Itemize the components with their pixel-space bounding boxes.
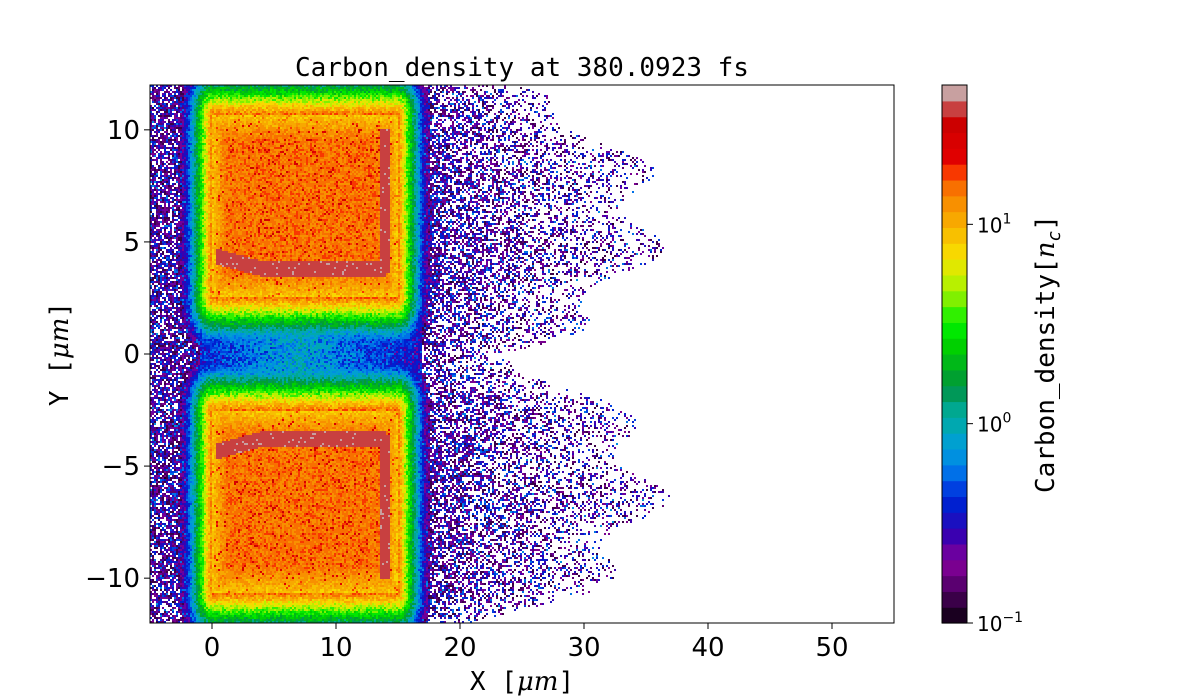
- colorbar-segment: [942, 164, 967, 181]
- x-axis-label: X [μm]: [470, 667, 574, 697]
- colorbar-segment: [942, 354, 967, 371]
- y-axis: −10 −5 0 5 10: [85, 116, 150, 594]
- colorbar-segment: [942, 100, 967, 118]
- colorbar-segment: [942, 417, 967, 434]
- colorbar-segment: [942, 480, 967, 498]
- colorbar-segment: [942, 401, 967, 418]
- chart-title: Carbon_density at 380.0923 fs: [295, 53, 749, 83]
- x-tick-label: 30: [567, 633, 600, 663]
- colorbar-tick-label: 100: [977, 411, 1011, 437]
- density-map: [150, 85, 894, 623]
- colorbar-tick-label: 101: [977, 211, 1011, 237]
- colorbar: 10−1 100 101: [941, 84, 1023, 636]
- colorbar-segment: [942, 385, 967, 403]
- colorbar-tick-label: 10−1: [977, 610, 1023, 636]
- colorbar-segment: [942, 274, 967, 292]
- colorbar-label: Carbon_density[nc]: [1031, 215, 1065, 493]
- colorbar-segment: [942, 290, 967, 308]
- colorbar-frame: [941, 84, 968, 624]
- y-tick-label: −10: [85, 564, 140, 594]
- y-tick-label: −5: [102, 452, 140, 482]
- colorbar-segment: [942, 496, 967, 513]
- y-tick-label: 0: [123, 340, 140, 370]
- colorbar-segment: [942, 512, 967, 529]
- x-axis: 0 10 20 30 40 50: [204, 623, 849, 663]
- colorbar-segment: [942, 211, 967, 229]
- plot-area: [149, 84, 895, 624]
- x-tick-label: 0: [204, 633, 221, 663]
- colorbar-segment: [942, 243, 967, 260]
- colorbar-segment: [942, 591, 967, 608]
- colorbar-segment: [942, 148, 967, 165]
- colorbar-segment: [942, 607, 967, 624]
- y-axis-label: Y [μm]: [45, 302, 75, 406]
- density-image: [150, 85, 894, 623]
- colorbar-segment: [942, 559, 967, 577]
- colorbar-segment: [942, 116, 967, 134]
- colorbar-segment: [942, 259, 967, 276]
- x-tick-label: 20: [443, 633, 476, 663]
- colorbar-segment: [942, 227, 967, 244]
- colorbar-segment: [942, 85, 967, 102]
- colorbar-segment: [942, 322, 967, 339]
- y-tick-label: 10: [107, 116, 140, 146]
- colorbar-segment: [942, 433, 967, 450]
- colorbar-segment: [942, 195, 967, 213]
- colorbar-segment: [942, 464, 967, 482]
- colorbar-segment: [942, 448, 967, 466]
- colorbar-segment: [942, 132, 967, 149]
- x-tick-label: 50: [815, 633, 848, 663]
- colorbar-segment: [942, 528, 967, 545]
- x-tick-label: 10: [319, 633, 352, 663]
- x-tick-label: 40: [691, 633, 724, 663]
- colorbar-segment: [942, 543, 967, 561]
- y-tick-label: 5: [123, 228, 140, 258]
- colorbar-segment: [942, 575, 967, 592]
- colorbar-segment: [942, 306, 967, 323]
- colorbar-segment: [942, 369, 967, 387]
- colorbar-segment: [942, 179, 967, 197]
- colorbar-segment: [942, 338, 967, 355]
